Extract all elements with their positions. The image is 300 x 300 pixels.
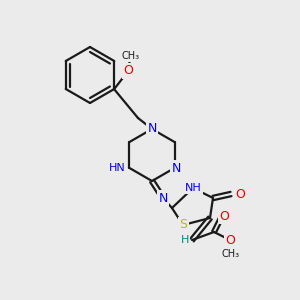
Text: CH₃: CH₃	[222, 249, 240, 259]
Text: N: N	[172, 161, 181, 175]
Text: CH₃: CH₃	[121, 51, 139, 61]
Text: N: N	[158, 191, 168, 205]
Text: NH: NH	[184, 183, 201, 193]
Text: O: O	[225, 233, 235, 247]
Text: O: O	[123, 64, 133, 77]
Text: O: O	[219, 209, 229, 223]
Text: N: N	[147, 122, 157, 136]
Text: S: S	[179, 218, 187, 232]
Text: H: H	[181, 235, 189, 245]
Text: O: O	[235, 188, 245, 200]
Text: HN: HN	[109, 163, 125, 173]
